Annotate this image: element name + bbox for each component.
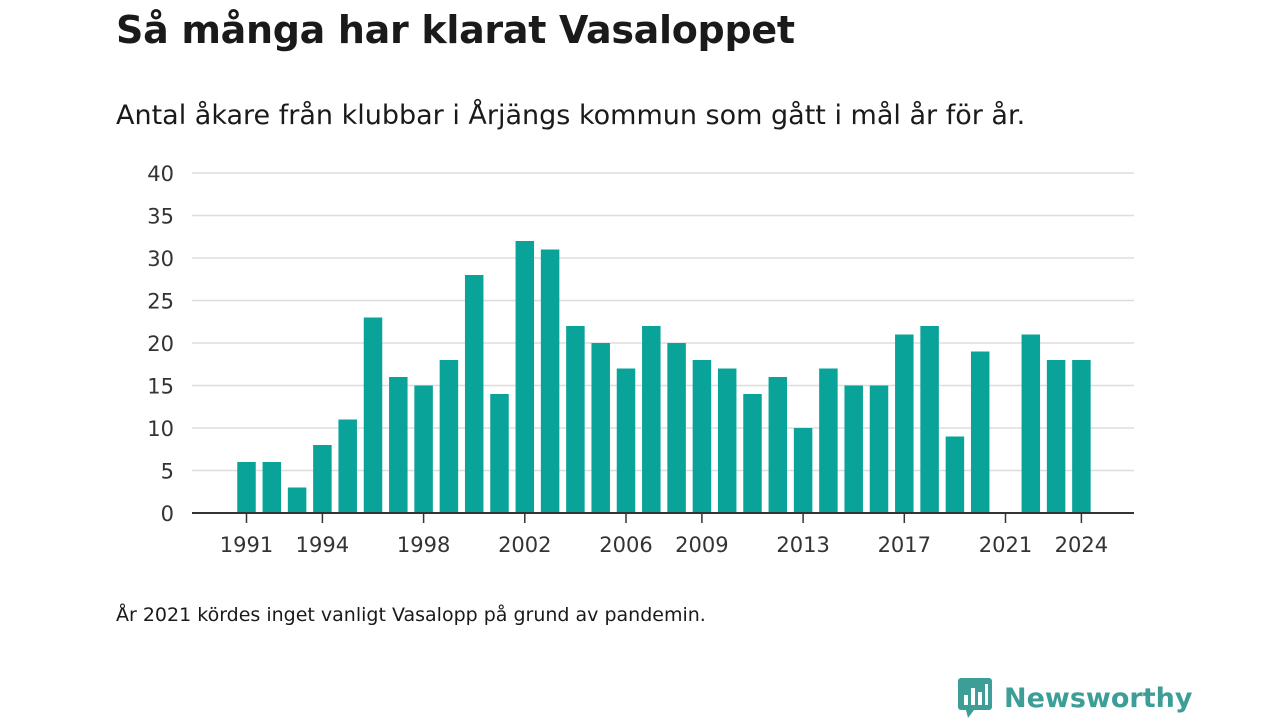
y-tick-label: 5 [161,460,174,484]
chart-subtitle: Antal åkare från klubbar i Årjängs kommu… [116,100,1026,131]
chart-title: Så många har klarat Vasaloppet [116,8,795,52]
y-tick-label: 20 [147,332,174,356]
newsworthy-logo-icon [958,678,992,718]
y-tick-label: 35 [147,205,174,229]
x-tick-label: 1991 [220,533,273,557]
bar-1991 [237,462,256,513]
bar-1993 [287,487,307,513]
bar-2020 [970,351,990,513]
bar-2012 [768,377,788,513]
gridlines [192,172,1134,472]
bar-1996 [363,317,383,513]
bar-2000 [464,275,484,513]
bar-2024 [1072,360,1091,513]
bar-2005 [591,343,610,513]
bar-2003 [540,249,560,513]
x-tick-label: 2009 [675,533,728,557]
bar-2018 [920,326,939,513]
bar-2004 [566,326,585,513]
bar-2001 [490,394,509,513]
bar-2023 [1046,360,1066,513]
x-axis-ticks: 1991 1994 1998 2002 2006 2009 2013 2017 2021 2024 [220,513,1108,557]
y-tick-label: 30 [147,247,174,271]
y-axis-labels: 0 5 10 15 20 25 30 35 40 [147,162,174,526]
bar-2019 [945,436,965,513]
bar-2015 [844,385,863,513]
bar-2016 [869,385,889,513]
bar-1999 [439,360,459,513]
bar-chart: 0 5 10 15 20 25 30 35 40 1991 1994 1998 2002 2006 200… [147,162,1134,557]
bar-1994 [313,445,332,513]
bar-2009 [692,360,712,513]
bar-2022 [1021,334,1041,513]
bar-2017 [895,334,914,513]
brand-logo: Newsworthy [958,678,1192,718]
x-tick-label: 1994 [296,533,349,557]
y-tick-label: 25 [147,290,174,314]
x-tick-label: 1998 [397,533,450,557]
x-tick-label: 2017 [878,533,931,557]
bar-2006 [616,368,636,513]
bar-1992 [262,462,282,513]
bar-2007 [642,326,661,513]
bar-2002 [515,241,535,513]
y-tick-label: 40 [147,162,174,186]
x-tick-label: 2002 [498,533,551,557]
x-tick-label: 2021 [979,533,1032,557]
y-tick-label: 15 [147,375,174,399]
bar-2014 [819,368,838,513]
x-tick-label: 2006 [599,533,652,557]
bars [237,241,1091,513]
y-tick-label: 10 [147,417,174,441]
x-tick-label: 2024 [1055,533,1108,557]
bar-2011 [743,394,762,513]
x-tick-label: 2013 [776,533,829,557]
footnote: År 2021 kördes inget vanligt Vasalopp på… [116,604,706,626]
bar-2010 [717,368,737,513]
brand-name: Newsworthy [1004,682,1193,714]
bar-1995 [338,419,357,513]
bar-2008 [667,343,686,513]
bar-2013 [793,428,813,513]
bar-1997 [389,377,408,513]
y-tick-label: 0 [161,502,174,526]
bar-1998 [414,385,433,513]
